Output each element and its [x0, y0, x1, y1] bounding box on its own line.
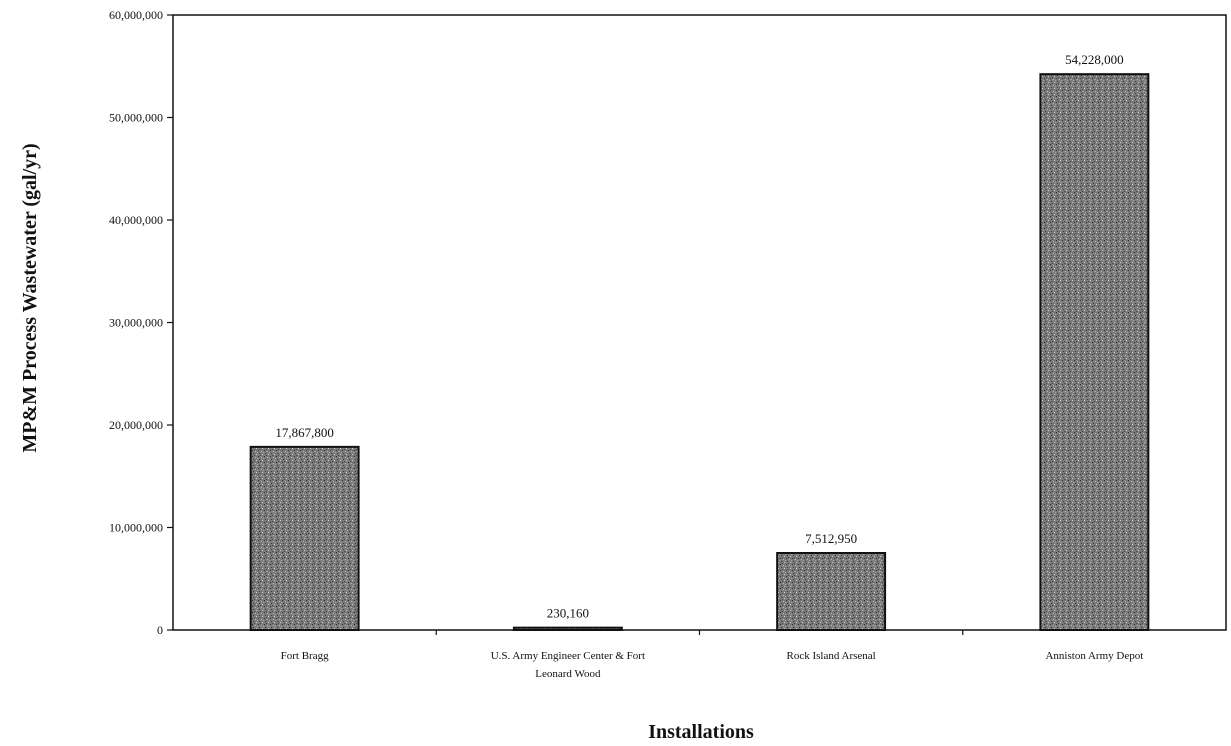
y-tick-label: 50,000,000: [109, 111, 163, 125]
y-axis: 0 10,000,000 20,000,000 30,000,000 40,000,00…: [109, 8, 173, 637]
x-tick-label: Anniston Army Depot: [1045, 650, 1143, 662]
data-label: 7,512,950: [805, 531, 857, 546]
x-axis-title: Installations: [648, 721, 754, 743]
x-tick-label: Rock Island Arsenal: [787, 650, 876, 662]
x-axis: Fort Bragg U.S. Army Engineer Center & Fo…: [281, 630, 1143, 680]
data-label: 54,228,000: [1065, 52, 1124, 67]
data-label: 17,867,800: [275, 425, 334, 440]
bar: [1039, 73, 1150, 631]
y-tick-label: 0: [157, 623, 163, 637]
y-tick-label: 60,000,000: [109, 8, 163, 22]
data-label: 230,160: [547, 606, 589, 621]
y-tick-label: 40,000,000: [109, 213, 163, 227]
bars: [249, 73, 1150, 632]
bar: [776, 551, 887, 631]
y-axis-title: MP&M Process Wastewater (gal/yr): [19, 143, 41, 452]
y-tick-label: 10,000,000: [109, 521, 163, 535]
data-labels: 17,867,800 230,160 7,512,950 54,228,000: [275, 52, 1123, 620]
bar: [512, 626, 623, 632]
bar: [249, 445, 360, 631]
y-tick-label: 20,000,000: [109, 418, 163, 432]
x-tick-label: Fort Bragg: [281, 650, 329, 662]
y-tick-label: 30,000,000: [109, 316, 163, 330]
x-tick-label: U.S. Army Engineer Center & Fort Leonard …: [491, 650, 645, 680]
